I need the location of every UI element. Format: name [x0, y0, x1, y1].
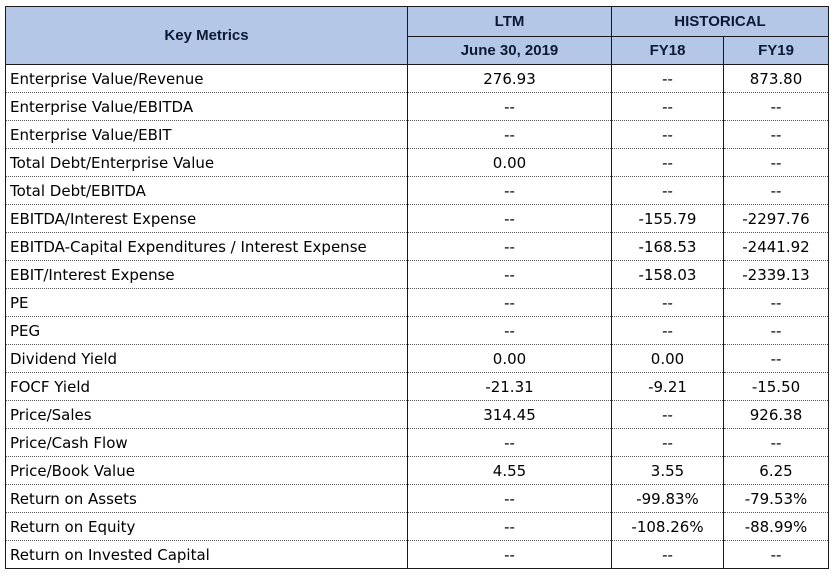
fy18-value: --	[611, 400, 724, 429]
metric-label: Return on Assets	[5, 484, 408, 513]
fy18-value: --	[611, 176, 724, 205]
table-row: Enterprise Value/EBITDA -- -- --	[5, 92, 829, 121]
header-row-top: Key Metrics LTM HISTORICAL	[5, 6, 829, 65]
ltm-value: -21.31	[407, 372, 612, 401]
table-row: EBITDA-Capital Expenditures / Interest E…	[5, 232, 829, 261]
metric-label: Price/Sales	[5, 400, 408, 429]
ltm-value: --	[407, 540, 612, 569]
table-row: Price/Cash Flow -- -- --	[5, 428, 829, 457]
key-metrics-table: Key Metrics LTM HISTORICAL June 30, 2019…	[5, 6, 829, 569]
fy18-value: -168.53	[611, 232, 724, 261]
ltm-value: 314.45	[407, 400, 612, 429]
fy19-value: -2441.92	[723, 232, 829, 261]
historical-header: HISTORICAL	[611, 6, 829, 37]
header-row-bottom: June 30, 2019 FY18 FY19	[6, 36, 829, 65]
ltm-value: --	[407, 512, 612, 541]
fy19-value: --	[723, 428, 829, 457]
metric-label: Return on Invested Capital	[5, 540, 408, 569]
table-row: Total Debt/Enterprise Value 0.00 -- --	[5, 148, 829, 177]
fy19-header: FY19	[723, 36, 829, 65]
metric-label: Dividend Yield	[5, 344, 408, 373]
fy19-value: 6.25	[723, 456, 829, 485]
table-row: Return on Assets -- -99.83% -79.53%	[5, 484, 829, 513]
fy19-value: --	[723, 288, 829, 317]
table-row: Price/Sales 314.45 -- 926.38	[5, 400, 829, 429]
table-row: Enterprise Value/EBIT -- -- --	[5, 120, 829, 149]
fy18-value: -155.79	[611, 204, 724, 233]
fy18-value: -9.21	[611, 372, 724, 401]
metric-label: Total Debt/EBITDA	[5, 176, 408, 205]
table-row: FOCF Yield -21.31 -9.21 -15.50	[5, 372, 829, 401]
metric-label: Price/Book Value	[5, 456, 408, 485]
ltm-value: 4.55	[407, 456, 612, 485]
fy18-value: --	[611, 428, 724, 457]
ltm-value: --	[407, 316, 612, 345]
fy19-value: 873.80	[723, 64, 829, 93]
table-row: EBITDA/Interest Expense -- -155.79 -2297.76	[5, 204, 829, 233]
fy18-header: FY18	[611, 36, 724, 65]
fy18-value: --	[611, 120, 724, 149]
ltm-value: --	[407, 120, 612, 149]
fy19-value: -2297.76	[723, 204, 829, 233]
fy19-value: -15.50	[723, 372, 829, 401]
table-row: Enterprise Value/Revenue 276.93 -- 873.80	[5, 64, 829, 93]
ltm-value: --	[407, 176, 612, 205]
fy18-value: 0.00	[611, 344, 724, 373]
fy18-value: --	[611, 92, 724, 121]
fy19-value: --	[723, 120, 829, 149]
metric-label: EBITDA-Capital Expenditures / Interest E…	[5, 232, 408, 261]
fy19-value: -79.53%	[723, 484, 829, 513]
fy19-value: --	[723, 344, 829, 373]
fy18-value: --	[611, 316, 724, 345]
table-row: Total Debt/EBITDA -- -- --	[5, 176, 829, 205]
ltm-value: 276.93	[407, 64, 612, 93]
ltm-value: --	[407, 232, 612, 261]
ltm-value: 0.00	[407, 148, 612, 177]
fy19-value: 926.38	[723, 400, 829, 429]
table-row: PE -- -- --	[5, 288, 829, 317]
ltm-value: --	[407, 92, 612, 121]
fy18-value: --	[611, 148, 724, 177]
ltm-value: --	[407, 204, 612, 233]
fy18-value: -158.03	[611, 260, 724, 289]
fy18-value: --	[611, 540, 724, 569]
fy18-value: 3.55	[611, 456, 724, 485]
key-metrics-header: Key Metrics	[5, 6, 408, 65]
table-row: Return on Invested Capital -- -- --	[5, 540, 829, 569]
fy19-value: --	[723, 148, 829, 177]
ltm-value: --	[407, 288, 612, 317]
ltm-value: 0.00	[407, 344, 612, 373]
ltm-header: LTM	[407, 6, 612, 37]
metric-label: Enterprise Value/EBIT	[5, 120, 408, 149]
table-row: Price/Book Value 4.55 3.55 6.25	[5, 456, 829, 485]
metric-label: Return on Equity	[5, 512, 408, 541]
fy18-value: -99.83%	[611, 484, 724, 513]
fy19-value: -2339.13	[723, 260, 829, 289]
ltm-value: --	[407, 428, 612, 457]
ltm-date-header: June 30, 2019	[407, 36, 612, 65]
table-row: EBIT/Interest Expense -- -158.03 -2339.13	[5, 260, 829, 289]
fy18-value: --	[611, 288, 724, 317]
fy19-value: --	[723, 92, 829, 121]
ltm-value: --	[407, 484, 612, 513]
metric-label: Price/Cash Flow	[5, 428, 408, 457]
fy18-value: --	[611, 64, 724, 93]
metric-label: Enterprise Value/EBITDA	[5, 92, 408, 121]
fy19-value: --	[723, 540, 829, 569]
metric-label: PEG	[5, 316, 408, 345]
ltm-value: --	[407, 260, 612, 289]
fy19-value: -88.99%	[723, 512, 829, 541]
fy18-value: -108.26%	[611, 512, 724, 541]
fy19-value: --	[723, 316, 829, 345]
metric-label: EBIT/Interest Expense	[5, 260, 408, 289]
table-row: PEG -- -- --	[5, 316, 829, 345]
fy19-value: --	[723, 176, 829, 205]
metric-label: PE	[5, 288, 408, 317]
metric-label: EBITDA/Interest Expense	[5, 204, 408, 233]
metric-label: FOCF Yield	[5, 372, 408, 401]
table-row: Return on Equity -- -108.26% -88.99%	[5, 512, 829, 541]
metric-label: Total Debt/Enterprise Value	[5, 148, 408, 177]
metric-label: Enterprise Value/Revenue	[5, 64, 408, 93]
table-row: Dividend Yield 0.00 0.00 --	[5, 344, 829, 373]
